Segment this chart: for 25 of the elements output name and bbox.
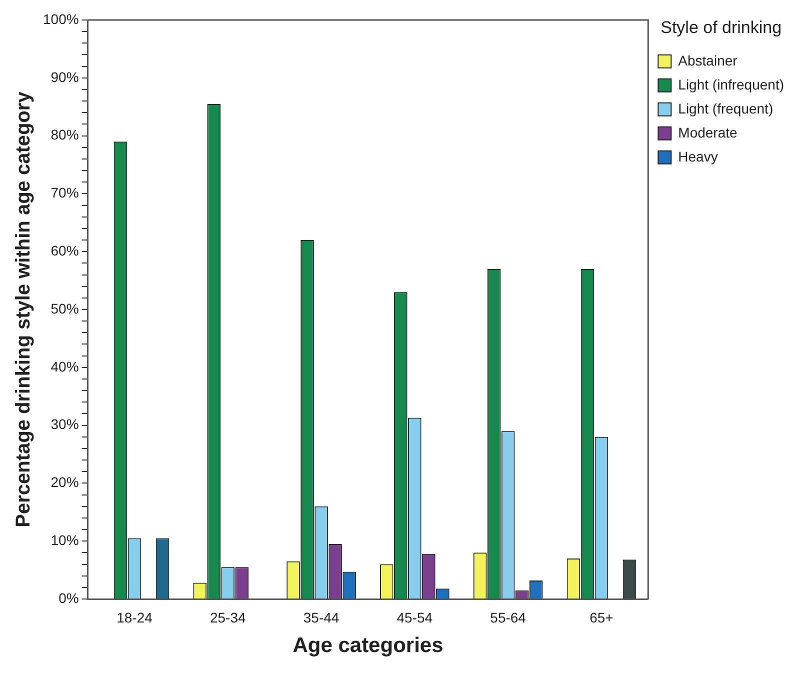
y-tick-label: 70% [50, 184, 79, 201]
legend-label: Light (frequent) [678, 100, 774, 116]
y-tick-label: 40% [50, 358, 79, 374]
legend-label: Heavy [678, 148, 718, 164]
y-tick-label: 90% [50, 68, 79, 85]
y-axis-title: Percentage drinking style within age category [12, 90, 35, 528]
legend-title: Style of drinking [660, 18, 782, 38]
y-tick-label: 10% [50, 532, 79, 548]
x-tick-label: 45-54 [396, 609, 433, 626]
y-tick-label: 60% [50, 242, 79, 258]
y-tick-label: 50% [50, 300, 79, 316]
y-tick-label: 0% [58, 590, 79, 606]
y-tick-label: 20% [50, 474, 79, 490]
x-tick-label: 35-44 [303, 609, 340, 626]
x-tick-label: 65+ [590, 609, 614, 626]
x-axis-title: Age categories [292, 634, 444, 658]
x-tick-label: 18-24 [116, 609, 153, 626]
y-tick-label: 80% [50, 126, 79, 143]
x-tick-label: 55-64 [490, 609, 526, 626]
y-tick-label: 30% [50, 416, 79, 432]
y-tick-label: 100% [42, 10, 79, 27]
legend-label: Moderate [678, 124, 738, 140]
legend-label: Abstainer [678, 52, 738, 68]
x-tick-label: 25-34 [210, 609, 246, 626]
legend-label: Light (infrequent) [678, 76, 784, 92]
